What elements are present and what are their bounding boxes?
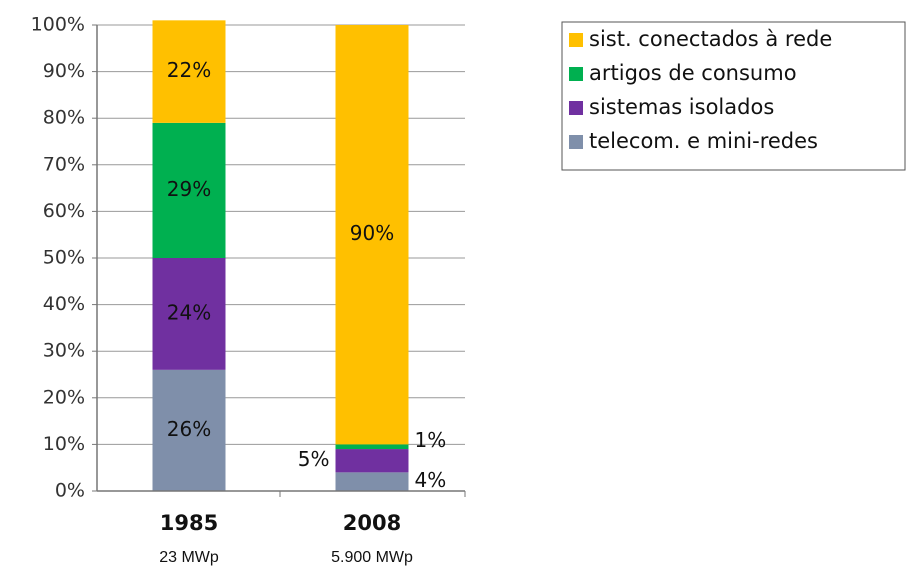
value-label: 90% bbox=[350, 221, 394, 245]
legend-swatch bbox=[569, 33, 583, 47]
legend-swatch bbox=[569, 101, 583, 115]
bar-segment bbox=[335, 472, 409, 491]
value-label: 1% bbox=[415, 428, 447, 452]
legend-label: artigos de consumo bbox=[589, 61, 797, 85]
y-tick-label: 100% bbox=[31, 14, 85, 36]
bar-segment bbox=[335, 449, 409, 473]
y-tick-label: 50% bbox=[43, 247, 85, 269]
y-tick-label: 60% bbox=[43, 200, 85, 222]
legend-label: telecom. e mini-redes bbox=[589, 129, 818, 153]
y-tick-label: 70% bbox=[43, 153, 85, 175]
legend-label: sistemas isolados bbox=[589, 95, 774, 119]
value-label: 5% bbox=[298, 447, 330, 471]
y-tick-label: 0% bbox=[55, 480, 85, 502]
legend-box bbox=[561, 21, 906, 171]
y-tick-label: 20% bbox=[43, 386, 85, 408]
x-tick-label: 2008 bbox=[343, 511, 401, 535]
bar-segment bbox=[152, 122, 226, 258]
legend-swatch bbox=[569, 135, 583, 149]
bar-segment bbox=[152, 258, 226, 370]
y-tick-label: 40% bbox=[43, 293, 85, 315]
legend-label: sist. conectados à rede bbox=[589, 27, 832, 51]
legend-swatch bbox=[569, 67, 583, 81]
y-tick-label: 10% bbox=[43, 433, 85, 455]
value-label: 22% bbox=[167, 58, 211, 82]
value-label: 26% bbox=[167, 417, 211, 441]
bar-segment bbox=[152, 369, 226, 491]
value-label: 29% bbox=[167, 177, 211, 201]
bar-segment bbox=[152, 20, 226, 123]
x-sublabel: 5.900 MWp bbox=[331, 549, 413, 566]
y-tick-label: 90% bbox=[43, 60, 85, 82]
y-tick-label: 80% bbox=[43, 107, 85, 129]
bar-segment bbox=[335, 25, 409, 445]
value-label: 24% bbox=[167, 300, 211, 324]
value-label: 4% bbox=[415, 468, 447, 492]
x-tick-label: 1985 bbox=[160, 511, 218, 535]
bar-segment bbox=[335, 444, 409, 450]
y-tick-label: 30% bbox=[43, 340, 85, 362]
x-sublabel: 23 MWp bbox=[159, 549, 219, 566]
